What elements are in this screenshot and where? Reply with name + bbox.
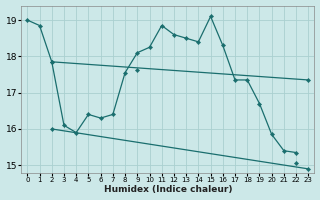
X-axis label: Humidex (Indice chaleur): Humidex (Indice chaleur)	[104, 185, 232, 194]
